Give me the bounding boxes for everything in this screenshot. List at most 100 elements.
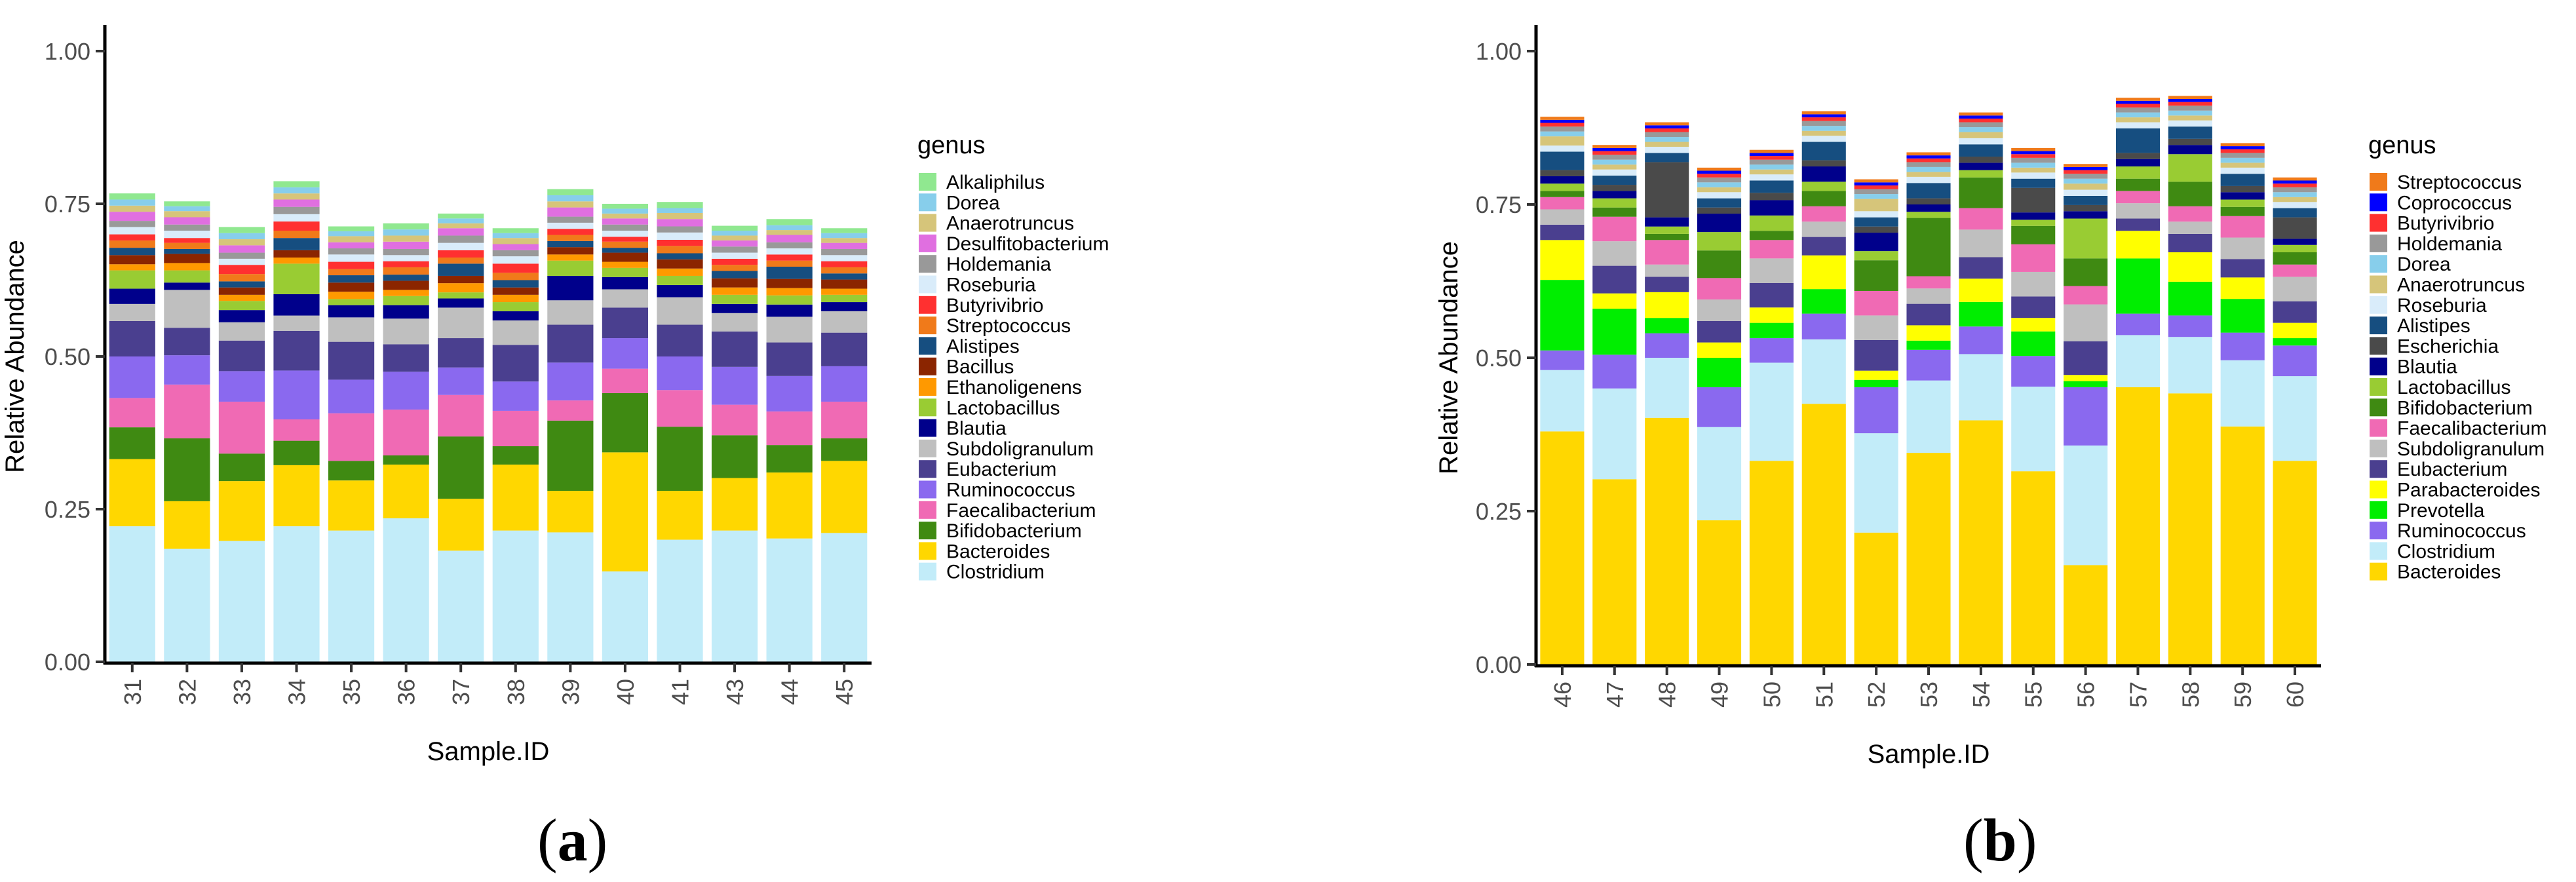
bar-segment-subdoligranulum-44 (766, 316, 813, 343)
bar-segment-desulfitobacterium-33 (218, 245, 265, 253)
bar-segment-eubacterium-51 (1801, 237, 1846, 256)
bar-segment-ethanoligenens-38 (492, 294, 539, 303)
bar-segment-alkaliphilus-36 (383, 223, 429, 230)
bar-segment-desulfitobacterium-38 (492, 244, 539, 250)
bar-segment-holdemania-57 (2115, 107, 2161, 113)
bar-segment-faecalibacterium-51 (1801, 206, 1846, 222)
legend-swatch-desulfitobacterium (919, 234, 936, 252)
panel-label-a: (a) (537, 807, 608, 873)
bar-segment-holdemania-37 (438, 235, 484, 243)
bar-segment-alistipes-52 (1854, 217, 1898, 227)
bar-segment-blautia-57 (2115, 159, 2161, 166)
bar-segment-dorea-44 (766, 225, 813, 231)
bar-segment-prevotella-53 (1906, 340, 1951, 350)
bar-segment-bifidobacterium-48 (1645, 233, 1689, 240)
bar-segment-anaerotruncus-46 (1540, 136, 1585, 146)
bar-segment-bacillus-43 (711, 278, 758, 288)
bar-segment-holdemania-60 (2273, 187, 2317, 193)
bar-segment-bacteroides-47 (1592, 479, 1637, 664)
bar-segment-streptococcus-32 (164, 242, 210, 249)
bar-segment-roseburia-54 (1959, 138, 2003, 145)
panel-label-b: (b) (1963, 807, 2037, 873)
bar-segment-dorea-31 (109, 199, 155, 206)
legend-title: genus (917, 132, 986, 159)
bar-segment-roseburia-55 (2011, 172, 2056, 179)
bar-segment-streptococcus-44 (766, 260, 813, 267)
bar-segment-faecalibacterium-46 (1540, 197, 1585, 210)
y-tick-label: 0.00 (1476, 651, 1522, 678)
bar-segment-anaerotruncus-38 (492, 238, 539, 244)
bar-segment-anaerotruncus-53 (1906, 172, 1951, 177)
bar-segment-clostridium-37 (438, 550, 484, 662)
bar-segment-desulfitobacterium-31 (109, 212, 155, 221)
bar-segment-subdoligranulum-45 (821, 311, 868, 333)
legend-swatch-ruminococcus (919, 480, 936, 499)
bar-segment-bifidobacterium-53 (1906, 218, 1951, 277)
legend-label-butyrivibrio: Butyrivibrio (946, 295, 1043, 316)
bar-segment-blautia-46 (1540, 176, 1585, 184)
bar-segment-coprococcus-59 (2220, 146, 2265, 149)
legend-swatch-clostridium (919, 562, 936, 581)
x-tick-label: 56 (2073, 681, 2100, 708)
bar-segment-coprococcus-50 (1749, 153, 1794, 157)
bar-segment-faecalibacterium-34 (273, 419, 320, 441)
bar-segment-streptococcus-40 (602, 241, 649, 248)
bar-segment-clostridium-51 (1801, 339, 1846, 404)
bar-segment-blautia-55 (2011, 212, 2056, 220)
bar-segment-bacteroides-57 (2115, 387, 2161, 664)
bar-segment-holdemania-40 (602, 224, 649, 231)
bar-segment-anaerotruncus-43 (711, 235, 758, 240)
bar-segment-ruminococcus-58 (2168, 315, 2212, 337)
legend-swatch-bifidobacterium (2370, 398, 2387, 417)
bar-segment-butyrivibrio-51 (1801, 117, 1846, 121)
bar-segment-faecalibacterium-49 (1697, 278, 1742, 300)
bar-segment-eubacterium-31 (109, 320, 155, 356)
bar-segment-parabacteroides-52 (1854, 370, 1898, 380)
bar-segment-clostridium-45 (821, 533, 868, 662)
bar-segment-prevotella-51 (1801, 289, 1846, 314)
bar-segment-anaerotruncus-34 (273, 193, 320, 200)
legend-label-prevotella: Prevotella (2397, 500, 2485, 522)
bar-segment-bacteroides-43 (711, 478, 758, 531)
bar-segment-anaerotruncus-32 (164, 211, 210, 218)
bar-segment-bacteroides-31 (109, 459, 155, 527)
bar-segment-lactobacillus-33 (218, 301, 265, 311)
bar-segment-faecalibacterium-38 (492, 410, 539, 447)
bar-segment-alkaliphilus-41 (657, 202, 703, 208)
bar-segment-ethanoligenens-32 (164, 263, 210, 271)
bar-segment-ruminococcus-44 (766, 375, 813, 412)
bar-segment-subdoligranulum-57 (2115, 203, 2161, 219)
bar-segment-butyrivibrio-48 (1645, 128, 1689, 132)
bar-segment-coprococcus-54 (1959, 115, 2003, 119)
bar-segment-blautia-40 (602, 277, 649, 290)
bar-segment-blautia-37 (438, 298, 484, 308)
bar-segment-bacteroides-52 (1854, 532, 1898, 664)
bar-segment-alistipes-31 (109, 248, 155, 256)
bar-segment-butyrivibrio-50 (1749, 156, 1794, 160)
bar-segment-subdoligranulum-52 (1854, 315, 1898, 340)
bar-segment-alkaliphilus-40 (602, 204, 649, 209)
bar-segment-faecalibacterium-55 (2011, 244, 2056, 272)
bar-segment-roseburia-39 (547, 222, 594, 229)
bar-segment-ruminococcus-45 (821, 366, 868, 402)
bar-segment-bifidobacterium-33 (218, 453, 265, 482)
bar-segment-prevotella-46 (1540, 280, 1585, 351)
bar-segment-ruminococcus-52 (1854, 387, 1898, 434)
bar-segment-alkaliphilus-39 (547, 189, 594, 195)
legend-swatch-anaerotruncus (919, 214, 936, 232)
bar-segment-eubacterium-50 (1749, 282, 1794, 308)
bar-segment-roseburia-32 (164, 231, 210, 239)
x-tick-label: 54 (1968, 681, 1995, 708)
bar-segment-streptococcus-58 (2168, 96, 2212, 100)
x-tick-label: 37 (448, 679, 474, 705)
bar-segment-butyrivibrio-36 (383, 261, 429, 267)
bar-segment-clostridium-44 (766, 538, 813, 662)
bar-segment-eubacterium-34 (273, 330, 320, 371)
bar-segment-prevotella-56 (2064, 381, 2108, 387)
bar-segment-butyrivibrio-44 (766, 254, 813, 261)
bar-segment-lactobacillus-58 (2168, 154, 2212, 182)
bar-segment-ruminococcus-39 (547, 362, 594, 401)
bar-segment-dorea-50 (1749, 164, 1794, 170)
bar-segment-streptococcus-46 (1540, 117, 1585, 120)
